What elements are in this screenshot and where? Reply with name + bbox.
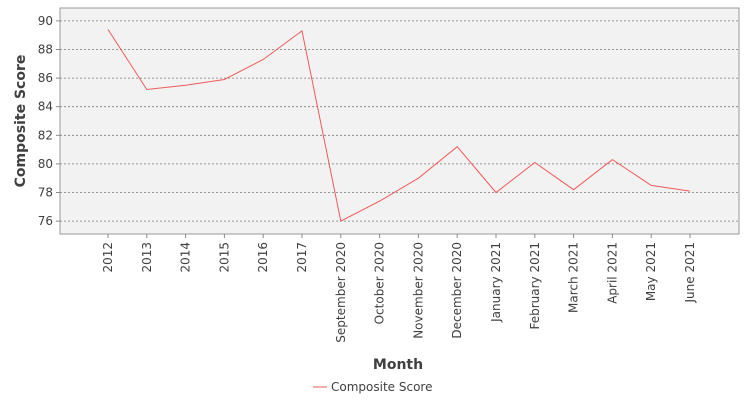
y-tick-label: 90 — [38, 14, 53, 28]
y-tick-label: 78 — [38, 186, 53, 200]
legend-label: Composite Score — [331, 380, 432, 394]
legend: Composite Score — [313, 380, 432, 394]
series-layer — [106, 28, 691, 223]
data-point — [611, 158, 614, 161]
y-tick-label: 88 — [38, 42, 53, 56]
data-point — [533, 161, 536, 164]
x-tick-label: October 2020 — [373, 242, 387, 324]
data-point — [456, 145, 459, 148]
data-point — [145, 88, 148, 91]
x-tick-label: January 2021 — [489, 242, 503, 323]
y-tick-label: 76 — [38, 214, 53, 228]
x-tick-label: June 2021 — [683, 242, 697, 304]
data-point — [494, 191, 497, 194]
data-point — [688, 189, 691, 192]
y-axis-ticks: 76 78 80 82 84 86 88 90 — [38, 14, 60, 228]
data-point — [223, 78, 226, 81]
data-point — [650, 184, 653, 187]
series-line — [107, 29, 691, 222]
x-tick-label: May 2021 — [644, 242, 658, 301]
data-point — [378, 200, 381, 203]
data-point — [572, 188, 575, 191]
y-tick-label: 84 — [38, 100, 53, 114]
data-point — [262, 58, 265, 61]
x-tick-label: April 2021 — [605, 242, 619, 304]
y-tick-label: 82 — [38, 128, 53, 142]
data-point — [417, 177, 420, 180]
plot-background — [59, 7, 740, 235]
x-tick-label: March 2021 — [567, 242, 581, 313]
x-tick-label: 2017 — [295, 242, 309, 273]
x-tick-label: November 2020 — [411, 242, 425, 339]
data-point — [300, 29, 303, 32]
x-tick-label: 2012 — [101, 242, 115, 273]
gridlines — [60, 20, 739, 222]
x-tick-label: 2015 — [217, 242, 231, 273]
y-tick-label: 80 — [38, 157, 53, 171]
x-tick-label: 2014 — [179, 242, 193, 273]
x-tick-label: December 2020 — [450, 242, 464, 339]
x-axis-ticks: 2012 2013 2014 2015 2016 2017 September 2020 Oc… — [101, 234, 697, 343]
x-tick-label: 2013 — [140, 242, 154, 273]
x-tick-label: 2016 — [256, 242, 270, 273]
data-point — [106, 28, 109, 31]
x-tick-label: February 2021 — [528, 242, 542, 330]
data-point — [184, 84, 187, 87]
y-tick-label: 86 — [38, 71, 53, 85]
y-axis-title: Composite Score — [13, 55, 29, 188]
data-point — [339, 220, 342, 223]
x-tick-label: September 2020 — [334, 242, 348, 343]
x-axis-title: Month — [373, 357, 423, 373]
